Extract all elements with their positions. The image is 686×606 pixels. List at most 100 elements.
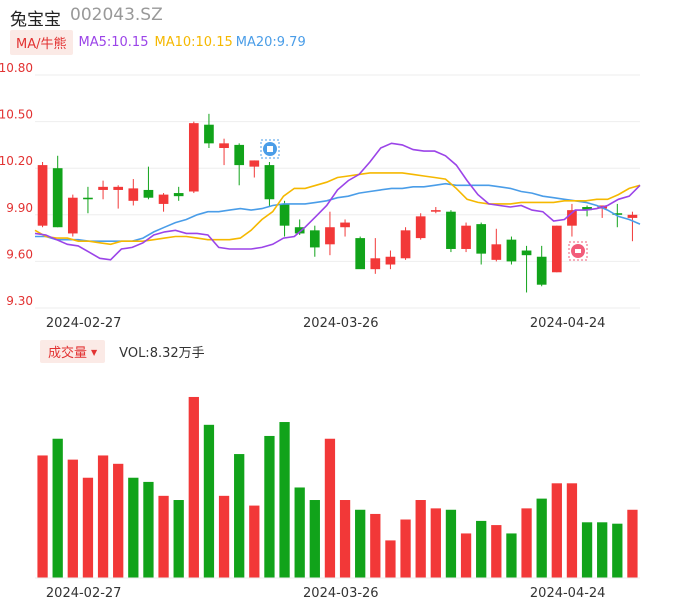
volume-bar — [294, 487, 305, 578]
candle — [461, 222, 471, 253]
date-tick-label: 2024-04-24 — [530, 316, 606, 331]
volume-bar — [551, 483, 562, 578]
volume-bar — [158, 495, 169, 578]
candle-body — [355, 238, 366, 270]
price-tick-label: 10.80 — [0, 61, 33, 75]
candle — [67, 194, 78, 237]
date-tick-label: 2024-02-27 — [46, 316, 122, 331]
candle — [567, 203, 577, 237]
volume-bar — [82, 477, 94, 578]
candle-body — [83, 197, 93, 200]
candle — [415, 213, 426, 240]
price-tick-label: 10.50 — [0, 108, 33, 122]
candle-body — [158, 194, 169, 204]
price-tick-label: 9.30 — [6, 294, 33, 308]
candle-body — [446, 211, 456, 249]
candle-body — [204, 124, 214, 144]
candle — [476, 222, 487, 265]
candle-body — [627, 214, 638, 218]
candle — [355, 236, 366, 270]
volume-bars — [37, 396, 638, 578]
ma10-value: MA10:10.15 — [154, 34, 233, 50]
candle — [37, 161, 48, 228]
candle-body — [370, 258, 381, 270]
candle-body — [143, 189, 154, 198]
volume-bar — [309, 500, 320, 578]
volume-bar — [385, 540, 396, 578]
candle-body — [67, 197, 78, 234]
candle-body — [476, 224, 487, 254]
volume-bar — [536, 498, 547, 578]
candle-body — [52, 168, 63, 228]
volume-bar — [52, 438, 63, 578]
candle-body — [128, 188, 139, 201]
candle-body — [612, 213, 623, 215]
candle-body — [521, 250, 532, 256]
volume-bar — [581, 522, 593, 578]
candle-body — [264, 165, 275, 200]
volume-bar — [370, 513, 381, 578]
volume-bar — [279, 422, 290, 578]
candle — [551, 225, 562, 273]
volume-bar — [37, 455, 48, 578]
volume-bar — [339, 500, 351, 578]
candle — [128, 179, 139, 206]
volume-bar — [143, 481, 154, 578]
volume-bar — [445, 509, 457, 578]
volume-legend: 成交量 ▼ VOL:8.32万手 — [40, 339, 205, 363]
candle — [385, 250, 396, 270]
ma10-line — [34, 172, 641, 246]
news-marker-icon[interactable] — [260, 139, 280, 159]
candle — [491, 228, 502, 262]
volume-bar — [460, 533, 472, 578]
candle-body — [309, 230, 320, 248]
candle — [400, 227, 411, 260]
candle-body — [37, 165, 48, 226]
candle-body — [219, 143, 229, 149]
volume-bar — [355, 509, 366, 578]
candle-body — [415, 216, 426, 239]
volume-bar — [234, 454, 245, 578]
volume-bar — [264, 435, 275, 578]
hot-marker-icon[interactable] — [568, 241, 588, 261]
candle — [264, 161, 275, 208]
volume-bar — [324, 438, 336, 578]
candle-body — [567, 210, 577, 226]
candle-body — [582, 207, 592, 211]
volume-bar — [67, 459, 78, 578]
date-tick-label: 2024-04-24 — [530, 586, 606, 601]
candle-body — [325, 227, 335, 245]
candle — [279, 200, 290, 237]
volume-bar — [506, 533, 517, 578]
volume-bar — [491, 525, 502, 578]
caret-down-icon: ▼ — [91, 347, 98, 357]
candle-body — [188, 123, 199, 192]
volume-bar — [415, 500, 426, 578]
candle-body — [491, 244, 502, 260]
ma-toggle-button[interactable]: MA/牛熊 — [10, 29, 73, 55]
candle — [234, 143, 245, 186]
candle-body — [506, 239, 517, 262]
volume-bar — [612, 523, 623, 578]
candle — [83, 186, 93, 214]
candle — [521, 245, 532, 293]
volume-bar — [128, 477, 139, 578]
volume-indicator-dropdown[interactable]: 成交量 ▼ — [40, 339, 106, 363]
volume-value: VOL:8.32万手 — [119, 345, 205, 361]
candle — [582, 205, 592, 217]
candle — [113, 185, 124, 209]
candle-body — [551, 225, 562, 273]
volume-bar — [627, 509, 638, 578]
candle-body — [249, 160, 260, 167]
volume-bar — [476, 520, 487, 578]
candle — [370, 238, 381, 274]
candle-body — [173, 193, 184, 197]
volume-bar — [566, 483, 578, 578]
candle — [173, 186, 184, 201]
candle-body — [113, 186, 124, 190]
ma5-value: MA5:10.15 — [78, 34, 149, 50]
stock-code: 002043.SZ — [70, 5, 163, 25]
candle — [430, 207, 441, 214]
candle-body — [430, 210, 441, 212]
